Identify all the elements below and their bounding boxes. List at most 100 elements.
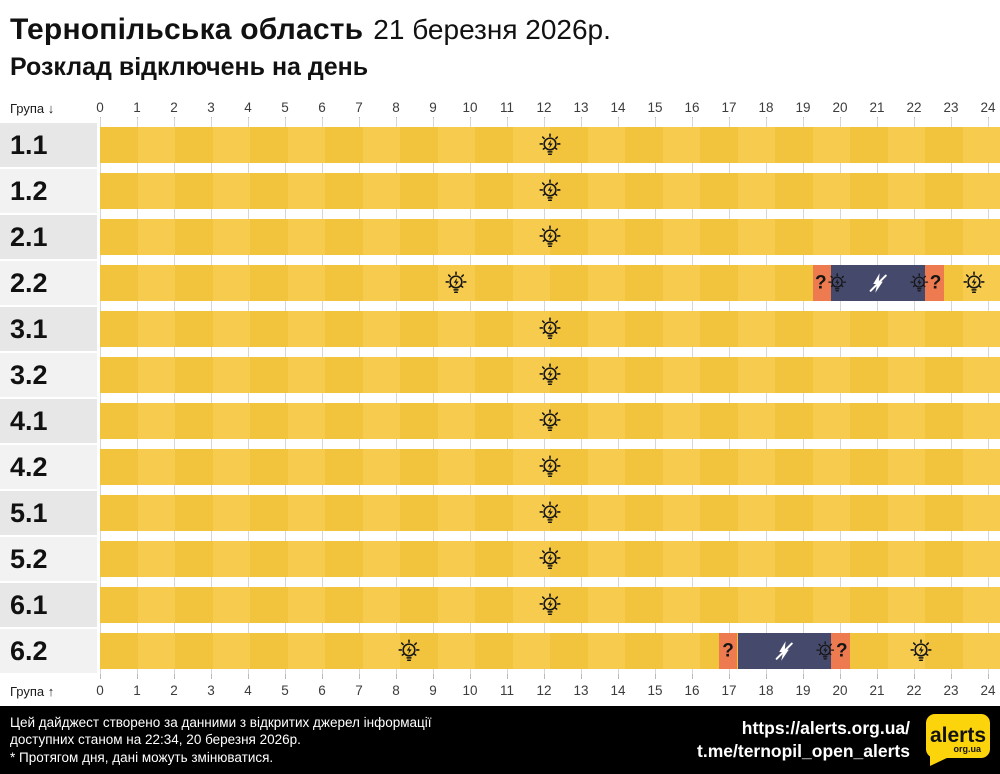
hour-cell xyxy=(700,587,738,623)
hour-tick xyxy=(248,674,249,679)
hour-cell xyxy=(137,265,175,301)
hour-cell xyxy=(887,173,925,209)
hour-cell xyxy=(137,357,175,393)
hour-cell xyxy=(100,541,138,577)
power-on-bar xyxy=(100,403,1000,439)
hour-cell xyxy=(962,541,1000,577)
hour-label: 6 xyxy=(318,100,326,115)
hour-cell xyxy=(625,173,663,209)
group-label: 1.2 xyxy=(0,169,97,213)
hour-cell xyxy=(812,127,850,163)
hour-cell xyxy=(700,173,738,209)
hour-label: 5 xyxy=(281,683,289,698)
bulb-icon xyxy=(909,639,934,664)
hour-cell xyxy=(925,495,963,531)
hour-cell xyxy=(700,219,738,255)
hour-label: 0 xyxy=(96,683,104,698)
hour-cell xyxy=(475,633,513,669)
hour-cell xyxy=(775,357,813,393)
hour-cell xyxy=(212,449,250,485)
hour-label: 24 xyxy=(980,100,996,115)
hour-cell xyxy=(212,403,250,439)
hour-label: 16 xyxy=(684,100,700,115)
hour-label: 3 xyxy=(207,683,215,698)
hour-cell xyxy=(437,173,475,209)
page-header: Тернопільська область 21 березня 2026р. Р… xyxy=(0,0,1000,96)
hour-label: 24 xyxy=(980,683,996,698)
hour-cell xyxy=(400,173,438,209)
hour-cell xyxy=(400,219,438,255)
hour-cell xyxy=(137,311,175,347)
hour-cell xyxy=(100,449,138,485)
gridline xyxy=(433,118,434,678)
gridline xyxy=(803,118,804,678)
hour-label: 12 xyxy=(536,683,552,698)
telegram-channel-link[interactable]: t.me/ternopil_open_alerts xyxy=(697,741,910,761)
hour-tick xyxy=(988,674,989,679)
hour-cell xyxy=(625,449,663,485)
hour-cell xyxy=(925,311,963,347)
hour-cell xyxy=(925,357,963,393)
gridline xyxy=(544,118,545,678)
hour-cell xyxy=(437,495,475,531)
hour-cell xyxy=(962,587,1000,623)
gridline xyxy=(137,118,138,678)
hour-cell xyxy=(775,495,813,531)
hour-cell xyxy=(475,265,513,301)
hour-cell xyxy=(400,495,438,531)
group-label: 6.1 xyxy=(0,583,97,627)
hour-cell xyxy=(700,541,738,577)
hour-cell xyxy=(475,403,513,439)
hour-cell xyxy=(400,633,438,669)
schedule-track xyxy=(100,306,1000,352)
hour-tick xyxy=(951,674,952,679)
hour-label: 18 xyxy=(758,683,774,698)
hour-cell xyxy=(175,265,213,301)
hour-cell xyxy=(137,219,175,255)
hour-cell xyxy=(325,541,363,577)
hour-cell xyxy=(175,311,213,347)
hour-cell xyxy=(812,173,850,209)
hour-tick xyxy=(766,674,767,679)
hour-label: 23 xyxy=(943,683,959,698)
hour-cell xyxy=(962,403,1000,439)
hour-cell xyxy=(662,127,700,163)
gridline xyxy=(248,118,249,678)
alerts-site-link[interactable]: https://alerts.org.ua/ xyxy=(741,718,910,738)
hour-tick xyxy=(729,674,730,679)
possible-outage-segment xyxy=(718,633,738,669)
hour-cell xyxy=(812,357,850,393)
hour-cell xyxy=(175,633,213,669)
hour-cell xyxy=(587,541,625,577)
hour-cell xyxy=(212,127,250,163)
hour-label: 1 xyxy=(133,100,141,115)
hour-cell xyxy=(737,127,775,163)
hour-cell xyxy=(287,587,325,623)
hour-cell xyxy=(250,127,288,163)
hour-cell xyxy=(925,587,963,623)
hour-cell xyxy=(475,495,513,531)
hour-cell xyxy=(775,403,813,439)
schedule-row: 1.1 xyxy=(0,122,1000,168)
hour-cell xyxy=(812,219,850,255)
gridline xyxy=(766,118,767,678)
hour-cell xyxy=(437,449,475,485)
hour-cell xyxy=(587,495,625,531)
hour-cell xyxy=(850,219,888,255)
possible-outage-segment xyxy=(831,633,850,669)
hour-cell xyxy=(850,403,888,439)
hour-cell xyxy=(325,357,363,393)
hour-cell xyxy=(737,495,775,531)
hour-cell xyxy=(737,219,775,255)
footer-note-line3: * Протягом дня, дані можуть змінюватися. xyxy=(10,749,274,765)
hour-cell xyxy=(325,403,363,439)
hour-cell xyxy=(325,265,363,301)
hour-label: 11 xyxy=(499,683,515,698)
hour-tick xyxy=(322,674,323,679)
schedule-date: 21 березня 2026р. xyxy=(373,14,611,45)
hour-label: 2 xyxy=(170,683,178,698)
hour-cell xyxy=(250,495,288,531)
hour-cell xyxy=(775,219,813,255)
hour-cell xyxy=(137,633,175,669)
hour-label: 3 xyxy=(207,100,215,115)
